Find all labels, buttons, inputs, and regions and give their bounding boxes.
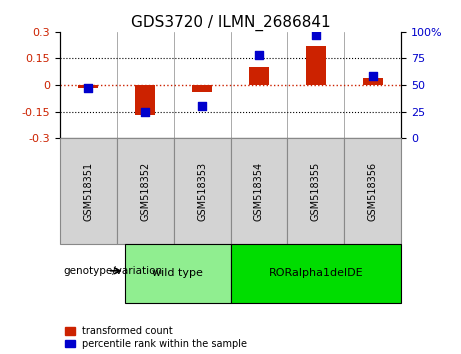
Bar	[363, 78, 383, 85]
Point	[85, 85, 92, 91]
Point	[369, 74, 376, 79]
Text: GSM518351: GSM518351	[83, 161, 94, 221]
Point	[198, 103, 206, 109]
Text: genotype/variation: genotype/variation	[63, 266, 162, 276]
FancyBboxPatch shape	[287, 138, 344, 244]
Text: GSM518352: GSM518352	[140, 161, 150, 221]
Bar	[78, 85, 98, 88]
Bar	[249, 67, 269, 85]
Legend: transformed count, percentile rank within the sample: transformed count, percentile rank withi…	[65, 326, 247, 349]
Text: wild type: wild type	[152, 268, 203, 278]
Point	[312, 32, 319, 38]
FancyBboxPatch shape	[125, 244, 230, 303]
FancyBboxPatch shape	[117, 138, 174, 244]
Text: RORalpha1delDE: RORalpha1delDE	[268, 268, 363, 278]
Bar	[192, 85, 212, 92]
FancyBboxPatch shape	[174, 138, 230, 244]
FancyBboxPatch shape	[344, 138, 401, 244]
Text: GSM518356: GSM518356	[367, 161, 378, 221]
Title: GDS3720 / ILMN_2686841: GDS3720 / ILMN_2686841	[130, 14, 331, 30]
Bar	[135, 85, 155, 115]
Text: GSM518353: GSM518353	[197, 161, 207, 221]
Bar	[306, 46, 326, 85]
Text: GSM518355: GSM518355	[311, 161, 321, 221]
FancyBboxPatch shape	[60, 138, 117, 244]
Text: GSM518354: GSM518354	[254, 161, 264, 221]
FancyBboxPatch shape	[230, 244, 401, 303]
FancyBboxPatch shape	[230, 138, 287, 244]
Point	[142, 109, 149, 114]
Point	[255, 52, 263, 58]
